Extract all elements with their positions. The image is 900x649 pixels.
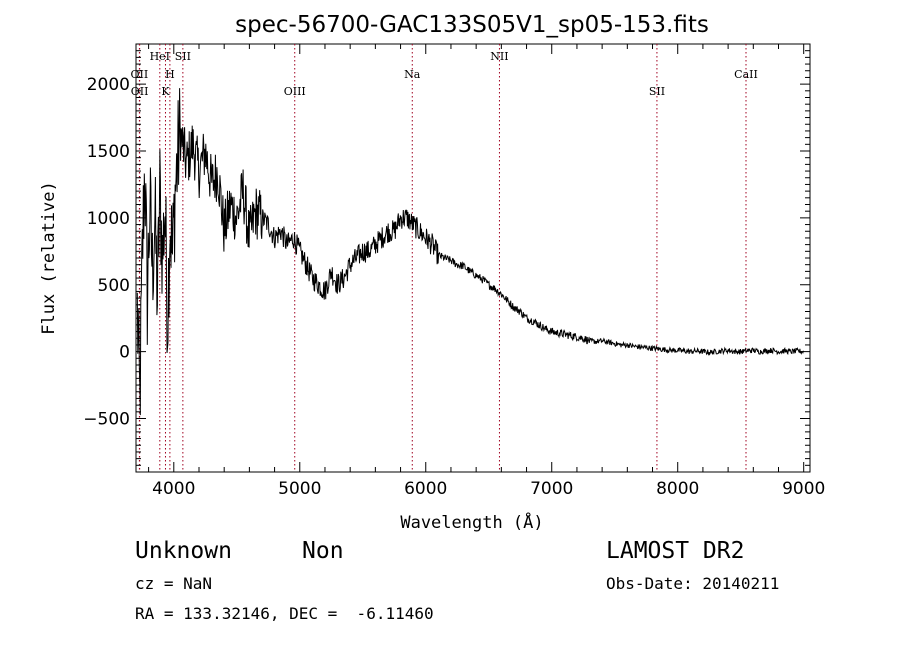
y-tick-label: 500 — [98, 276, 130, 296]
object-class: Unknown — [135, 538, 232, 564]
line-label-nii: NII — [490, 50, 508, 63]
line-label-oii: OII — [131, 85, 149, 98]
y-tick-label: 1000 — [87, 209, 130, 229]
redshift-readout: cz = NaN — [135, 574, 213, 593]
y-tick-label: −500 — [83, 410, 130, 430]
line-label-k: K — [161, 85, 170, 98]
y-tick-label: 2000 — [87, 75, 130, 95]
line-label-hei: HeI — [150, 50, 170, 63]
line-label-oii: OII — [131, 68, 149, 81]
line-label-caii: CaII — [734, 68, 758, 81]
x-tick-label: 8000 — [656, 479, 699, 499]
x-tick-label: 5000 — [278, 479, 321, 499]
line-label-sii: SII — [175, 50, 191, 63]
tick-labels: 4000 5000 6000 7000 8000 9000 −500 0 500 1000 1500… — [83, 75, 825, 499]
x-tick-label: 6000 — [404, 479, 447, 499]
spectrum-series-line — [136, 88, 804, 416]
object-subclass: Non — [302, 538, 344, 564]
plot-frame — [135, 43, 811, 473]
x-axis-label: Wavelength (Å) — [400, 511, 543, 533]
axis-ticks — [136, 44, 810, 472]
y-tick-label: 1500 — [87, 142, 130, 162]
y-tick-label: 0 — [119, 343, 130, 363]
chart-title: spec-56700-GAC133S05V1_sp05-153.fits — [235, 12, 709, 38]
line-label-sii: SII — [649, 85, 665, 98]
coordinates: RA = 133.32146, DEC = -6.11460 — [135, 604, 434, 623]
line-label-h: H — [165, 68, 175, 81]
x-tick-label: 7000 — [530, 479, 573, 499]
survey-name: LAMOST DR2 — [606, 538, 745, 564]
x-tick-label: 9000 — [782, 479, 825, 499]
line-label-oiii: OIII — [284, 85, 306, 98]
x-tick-label: 4000 — [152, 479, 195, 499]
obs-date: Obs-Date: 20140211 — [606, 574, 780, 593]
line-label-na: Na — [404, 68, 421, 81]
y-axis-label: Flux (relative) — [39, 181, 59, 335]
